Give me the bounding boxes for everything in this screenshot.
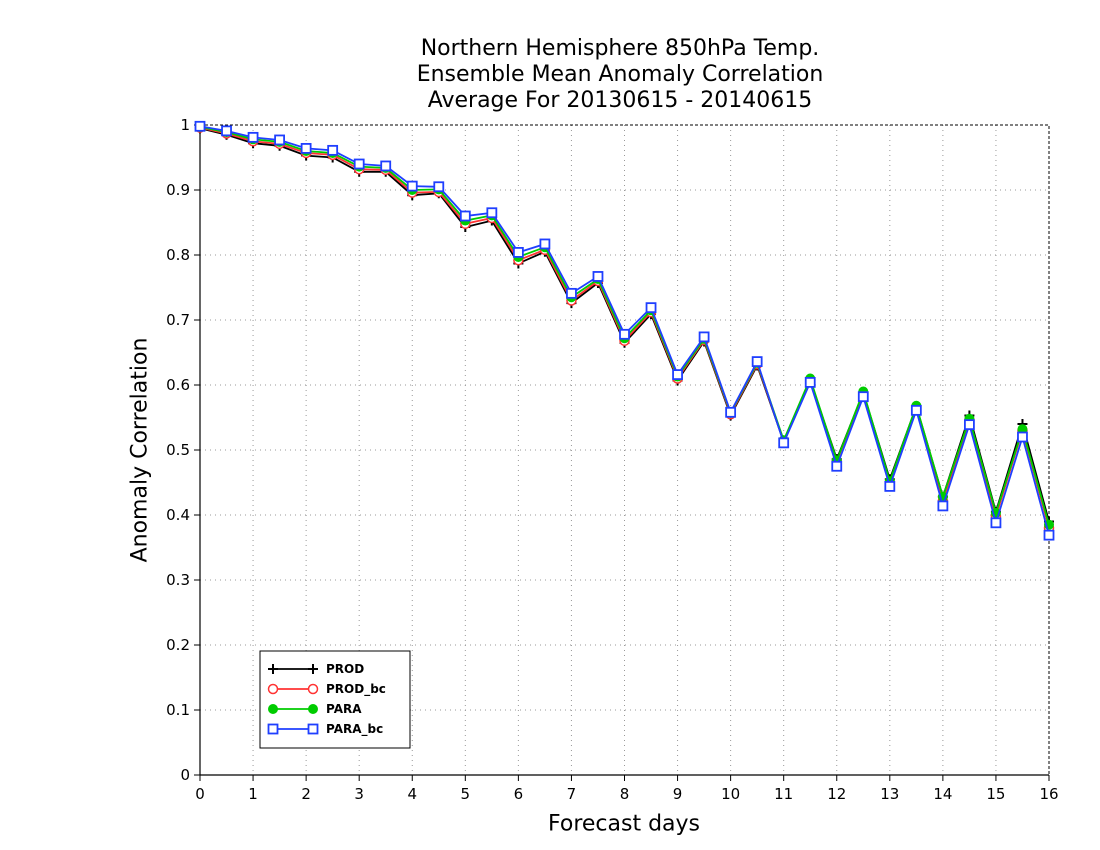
data-point-para-bc	[194, 120, 206, 132]
legend-box	[259, 650, 411, 749]
y-tick-label: 0.6	[166, 376, 190, 394]
legend-marker-prod	[268, 664, 278, 674]
data-point-para-bc	[778, 437, 790, 449]
data-point-para-bc	[645, 302, 657, 314]
x-tick-label: 3	[354, 785, 364, 803]
legend-marker-para-bc	[267, 723, 279, 735]
legend-label-para-bc: PARA_bc	[326, 722, 383, 737]
data-point-para-bc	[274, 134, 285, 146]
x-tick-label: 15	[986, 785, 1005, 803]
series-line-prod-bc	[199, 126, 1050, 529]
data-point-para-bc	[937, 500, 949, 512]
data-point-para-bc	[592, 271, 604, 282]
legend: PROD PROD_bc PARA PARA_bc	[259, 650, 411, 749]
series-para-bc	[194, 120, 1055, 541]
data-point-para-bc	[300, 142, 312, 154]
x-tick-label: 0	[195, 785, 205, 803]
data-point-para-bc	[566, 287, 577, 299]
x-tick-label: 2	[301, 785, 311, 803]
x-tick-label: 12	[827, 785, 846, 803]
series-prod-bc	[194, 122, 1055, 534]
y-tick-label: 0.5	[166, 441, 190, 459]
data-point-para-bc	[990, 517, 1002, 529]
data-point-para-bc	[619, 328, 630, 340]
data-point-para-bc	[406, 180, 418, 192]
data-point-para-bc	[1043, 529, 1055, 541]
y-axis-label: Anomaly Correlation	[127, 337, 153, 563]
grid-lines	[200, 125, 1049, 775]
x-tick-label: 14	[933, 785, 952, 803]
y-tick-label: 0.7	[166, 311, 190, 329]
y-tick-label: 0.1	[166, 701, 190, 719]
legend-marker-para	[268, 704, 278, 714]
data-point-para-bc	[512, 246, 524, 258]
data-point-para-bc	[751, 356, 763, 368]
x-tick-label: 6	[514, 785, 524, 803]
data-point-para-bc	[221, 125, 232, 137]
data-point-para-bc	[804, 376, 816, 388]
legend-label-prod: PROD	[326, 662, 364, 676]
data-point-para-bc	[857, 391, 869, 403]
chart-title-line-3: Average For 20130615 - 20140615	[427, 88, 813, 113]
chart-title-line-2: Ensemble Mean Anomaly Correlation	[416, 62, 824, 87]
y-tick-label: 1	[180, 116, 190, 134]
data-point-para-bc	[353, 158, 365, 170]
data-point-para-bc	[964, 419, 975, 431]
data-point-para-bc	[672, 369, 683, 381]
data-point-para-bc	[247, 131, 259, 143]
data-point-para-bc	[910, 404, 922, 416]
data-point-para-bc	[486, 207, 498, 219]
y-tick-label: 0.4	[166, 506, 190, 524]
y-tick-label: 0.2	[166, 636, 190, 654]
y-tick-label: 0.3	[166, 571, 190, 589]
data-point-para-bc	[433, 181, 445, 193]
series-line-prod	[199, 127, 1050, 522]
x-tick-label: 9	[673, 785, 683, 803]
x-tick-label: 16	[1039, 785, 1058, 803]
data-point-para-bc	[380, 160, 392, 172]
y-tick-label: 0	[180, 766, 190, 784]
legend-label-prod-bc: PROD_bc	[326, 682, 386, 697]
series-prod	[195, 123, 1054, 527]
legend-marker-para-bc	[307, 723, 319, 735]
data-point-para-bc	[1017, 431, 1028, 443]
data-point-para-bc	[831, 460, 843, 472]
data-point-para-bc	[698, 331, 710, 343]
data-point-para-bc	[725, 406, 737, 418]
y-tick-label: 0.8	[166, 246, 190, 264]
legend-marker-prod-bc	[307, 683, 319, 695]
x-tick-label: 5	[461, 785, 471, 803]
legend-marker-para	[308, 704, 318, 714]
x-tick-label: 13	[880, 785, 899, 803]
x-axis-label: Forecast days	[547, 811, 701, 837]
data-point-para-bc	[459, 210, 471, 222]
legend-marker-prod-bc	[267, 683, 279, 695]
data-point-para-bc	[539, 238, 551, 250]
x-tick-label: 4	[407, 785, 417, 803]
y-tick-label: 0.9	[166, 181, 190, 199]
legend-label-para: PARA	[326, 702, 362, 716]
x-tick-label: 1	[248, 785, 258, 803]
x-tick-label: 7	[567, 785, 577, 803]
x-tick-label: 8	[620, 785, 630, 803]
legend-marker-prod	[308, 664, 318, 674]
x-tick-label: 11	[774, 785, 793, 803]
data-point-para-bc	[327, 144, 339, 156]
chart-title-line-1: Northern Hemisphere 850hPa Temp.	[420, 36, 820, 61]
x-tick-label: 10	[721, 785, 740, 803]
data-point-para-bc	[884, 480, 896, 492]
